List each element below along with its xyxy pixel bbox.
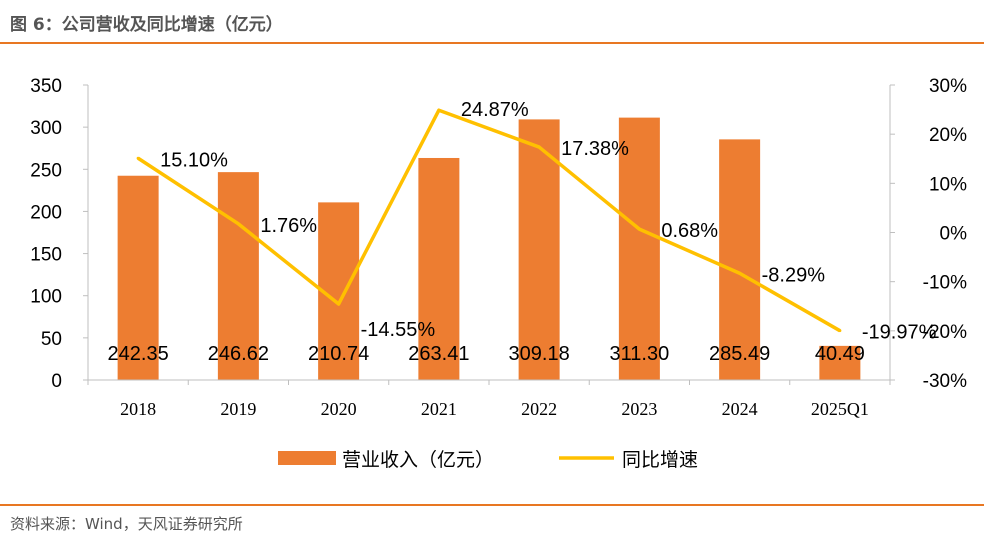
bar-2023 [618, 117, 660, 381]
growth-point-2024 [738, 271, 742, 275]
y-right-tick-label: 0% [940, 224, 968, 245]
growth-value-label: 24.87% [461, 99, 529, 121]
x-tick-label: 2024 [722, 399, 758, 419]
y-left-tick-label: 100 [30, 287, 62, 308]
y-left-tick-label: 300 [30, 118, 62, 139]
x-tick-label: 2020 [321, 399, 357, 419]
bottom-rule [0, 504, 984, 506]
top-rule [0, 42, 984, 44]
x-tick-label: 2022 [521, 399, 557, 419]
growth-value-label: -8.29% [762, 264, 826, 286]
legend-swatch-bar [278, 451, 336, 465]
bar-value-label: 311.30 [610, 343, 670, 365]
growth-value-label: -19.97% [862, 322, 937, 344]
bar-2022 [518, 119, 560, 380]
chart: 0 50 100 150 200 250 300 350 -30% -20% -10% 0% 10% 20… [30, 76, 968, 471]
figure-title: 图 6：公司营收及同比增速（亿元） [10, 15, 283, 35]
bar-2018 [117, 175, 159, 380]
x-tick-label: 2025Q1 [811, 399, 869, 419]
bar-value-label: 309.18 [509, 343, 570, 365]
bar-value-label: 242.35 [108, 343, 169, 365]
growth-point-2022 [537, 145, 541, 149]
y-right-tick-label: -10% [923, 273, 967, 294]
legend-label-bar: 营业收入（亿元） [342, 449, 494, 471]
growth-point-2018 [136, 156, 140, 160]
growth-value-label: -14.55% [361, 319, 436, 341]
legend-label-line: 同比增速 [622, 449, 698, 471]
y-right-tick-label: 20% [929, 125, 967, 146]
y-left-tick-label: 350 [30, 76, 62, 97]
y-right-tick-label: 30% [929, 76, 967, 97]
y-left-tick-label: 250 [30, 160, 62, 181]
growth-point-2020 [337, 302, 341, 306]
bar-2024 [719, 139, 761, 380]
source-note: 资料来源：Wind，天风证券研究所 [10, 515, 243, 533]
x-tick-label: 2019 [220, 399, 256, 419]
growth-value-label: 0.68% [661, 220, 718, 242]
y-left-tick-label: 200 [30, 202, 62, 223]
bar-2025Q1 [819, 345, 861, 380]
bar-2019 [217, 172, 259, 380]
growth-point-2021 [437, 108, 441, 112]
bar-value-label: 263.41 [408, 343, 469, 365]
bar-2021 [418, 157, 460, 380]
x-tick-label: 2021 [421, 399, 457, 419]
y-right-tick-label: -20% [923, 322, 967, 343]
x-tick-label: 2023 [621, 399, 657, 419]
growth-point-2019 [236, 222, 240, 226]
y-right-tick-label: -30% [923, 371, 967, 392]
growth-value-label: 1.76% [260, 215, 317, 237]
growth-point-2023 [637, 227, 641, 231]
bar-value-label: 246.62 [208, 343, 269, 365]
growth-line [137, 108, 841, 333]
y-left-tick-label: 150 [30, 245, 62, 266]
y-left-tick-label: 0 [51, 371, 62, 392]
y-left-tick-label: 50 [41, 329, 62, 350]
x-tick-label: 2018 [120, 399, 156, 419]
growth-value-label: 17.38% [561, 138, 629, 160]
y-right-tick-label: 10% [929, 174, 967, 195]
growth-point-2025Q1 [838, 329, 842, 333]
bar-value-label: 210.74 [308, 343, 369, 365]
growth-value-label: 15.10% [160, 149, 228, 171]
bar-value-label: 285.49 [709, 343, 770, 365]
bar-value-label: 40.49 [815, 343, 865, 365]
